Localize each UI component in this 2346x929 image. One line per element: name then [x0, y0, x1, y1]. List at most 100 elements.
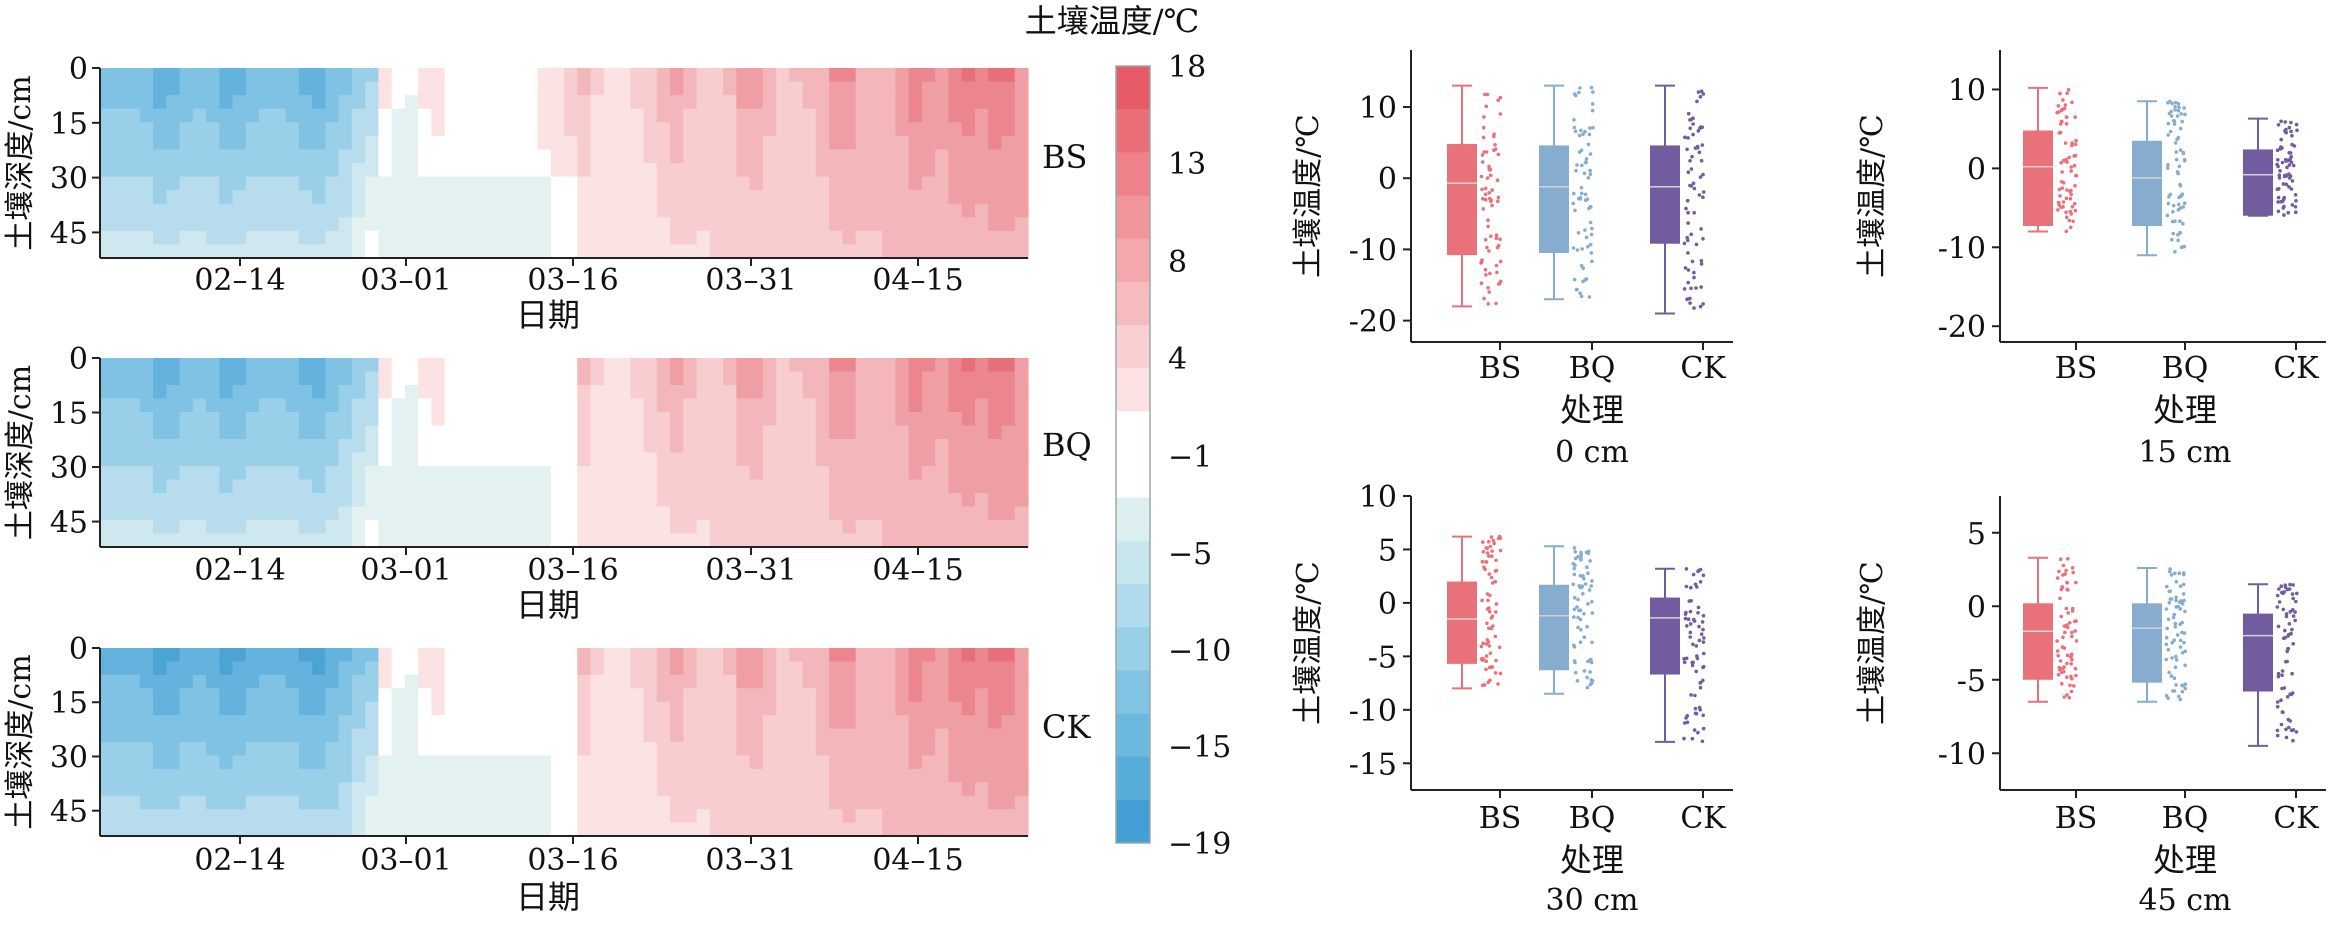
heatmap-cell — [988, 95, 1003, 110]
heatmap-cell — [670, 648, 684, 663]
heatmap-cell — [272, 135, 287, 151]
heatmap-cell — [1014, 217, 1029, 232]
box-point — [1578, 608, 1583, 613]
heatmap-cell — [842, 520, 857, 535]
heatmap-cell — [736, 230, 751, 246]
heatmap-cell — [617, 68, 631, 83]
heatmap-cell — [736, 163, 751, 178]
box-point — [1697, 705, 1702, 710]
heatmap-cell — [577, 533, 592, 548]
heatmap-cell — [126, 809, 141, 824]
heatmap-cell — [179, 398, 194, 413]
heatmap-cell — [391, 822, 406, 837]
heatmap-cell — [537, 230, 552, 246]
heatmap-cell — [285, 244, 300, 259]
heatmap-cell — [126, 439, 141, 454]
heatmap-cell — [418, 68, 433, 83]
heatmap-cell — [762, 674, 777, 689]
heatmap-cell — [961, 135, 976, 151]
heatmap-cell — [895, 466, 910, 481]
heatmap-cell — [471, 755, 486, 770]
heatmap-cell — [285, 674, 300, 689]
heatmap-cell — [166, 95, 181, 110]
heatmap-cell — [895, 244, 910, 259]
box-point — [1484, 273, 1488, 277]
heatmap-cell — [378, 661, 393, 676]
heatmap-cell — [391, 230, 406, 246]
heatmap-cell — [617, 358, 631, 373]
heatmap-cell — [749, 95, 764, 110]
heatmap-cell — [365, 385, 379, 400]
heatmap-cell — [948, 149, 963, 164]
heatmap-cell — [153, 135, 167, 151]
box-point — [2058, 130, 2063, 135]
heatmap-cell — [974, 412, 989, 427]
box-point — [1699, 262, 1704, 266]
heatmap-cell — [1014, 190, 1029, 205]
heatmap-cell — [365, 648, 379, 663]
heatmap-cell — [457, 425, 472, 440]
heatmap-cell — [431, 661, 446, 676]
box-point — [2290, 179, 2295, 183]
heatmap-cell — [696, 742, 711, 757]
heatmap-cell — [1014, 108, 1029, 123]
heatmap-cell — [789, 520, 804, 535]
box-point — [2168, 567, 2172, 571]
box-point — [1684, 206, 1688, 211]
heatmap-cell — [391, 68, 406, 83]
heatmap-cell — [815, 439, 830, 454]
box-point — [1487, 572, 1492, 576]
heatmap-cell — [351, 520, 366, 535]
heatmap-cell — [630, 230, 645, 246]
heatmap-cell — [550, 701, 565, 716]
heatmap-cell — [564, 452, 578, 467]
heatmap-cell — [338, 412, 353, 427]
heatmap-cell — [895, 81, 910, 96]
heatmap-cell — [895, 822, 910, 837]
box-y-tick-label: 0 — [1378, 162, 1397, 197]
box-point — [2068, 196, 2073, 201]
heatmap-cell — [139, 176, 154, 191]
box-point — [2284, 159, 2288, 163]
heatmap-cell — [259, 95, 273, 110]
heatmap-cell — [206, 688, 220, 703]
heatmap-cell — [418, 822, 433, 837]
heatmap-cell — [723, 217, 737, 232]
heatmap-cell — [842, 728, 857, 743]
heatmap-cell — [245, 506, 260, 521]
heatmap-cell — [921, 108, 936, 123]
heatmap-cell — [351, 674, 366, 689]
box-point — [2174, 579, 2179, 584]
heatmap-cell — [245, 782, 260, 797]
box-iqr — [2243, 613, 2273, 692]
heatmap-cell — [789, 728, 804, 743]
heatmap-cell — [404, 425, 419, 440]
heatmap-cell — [709, 822, 724, 837]
heatmap-cell — [802, 439, 817, 454]
heatmap-cell — [802, 135, 817, 151]
heatmap-cell — [670, 149, 684, 164]
heatmap-cell — [683, 493, 698, 508]
heatmap-cell — [391, 755, 406, 770]
heatmap-cell — [974, 715, 989, 730]
heatmap-cell — [815, 674, 830, 689]
heatmap-cell — [630, 203, 645, 218]
box-point — [1482, 115, 1486, 119]
heatmap-cell — [829, 95, 843, 110]
box-point — [2287, 725, 2291, 730]
box-point — [2294, 199, 2298, 203]
heatmap-cell — [696, 755, 711, 770]
heatmap-cell — [762, 520, 777, 535]
box-point — [1700, 620, 1705, 624]
box-point — [2174, 598, 2178, 603]
heatmap-cell — [749, 230, 764, 246]
heatmap-cell — [153, 412, 167, 427]
box-point — [1583, 228, 1587, 232]
heatmap-cell — [272, 782, 287, 797]
heatmap-cell — [948, 244, 963, 259]
heatmap-cell — [484, 230, 499, 246]
heatmap-cell — [457, 190, 472, 205]
heatmap-cell — [471, 742, 486, 757]
heatmap-cell — [630, 163, 645, 178]
heatmap-cell — [285, 533, 300, 548]
